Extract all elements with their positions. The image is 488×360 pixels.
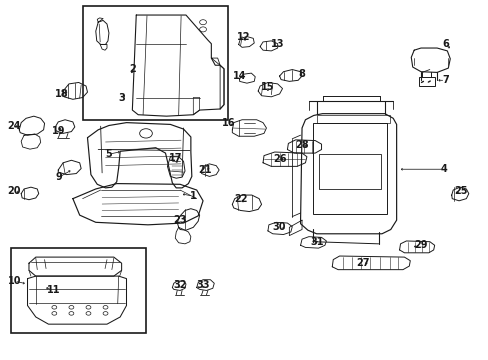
Text: 10: 10 [8,276,21,286]
Text: 11: 11 [46,285,60,296]
Text: 8: 8 [298,69,305,79]
Text: 3: 3 [118,93,125,103]
Text: 33: 33 [196,280,209,290]
Text: 5: 5 [105,149,112,159]
Text: 15: 15 [261,82,274,92]
Text: 9: 9 [56,172,62,182]
Text: 6: 6 [441,39,448,49]
Bar [82,6,227,120]
Text: 25: 25 [454,186,468,197]
Text: 13: 13 [270,40,284,49]
Text: 29: 29 [413,240,427,250]
Text: 19: 19 [51,126,65,135]
Text: 2: 2 [129,64,136,74]
Text: 21: 21 [197,165,211,175]
Text: 18: 18 [55,89,68,99]
Text: 16: 16 [222,118,235,128]
Text: 22: 22 [233,194,247,204]
Text: 31: 31 [309,237,323,247]
Text: 20: 20 [8,186,21,196]
Text: 4: 4 [440,164,447,174]
Bar [316,116,389,123]
Text: 30: 30 [272,222,286,232]
Text: 1: 1 [189,191,196,201]
Text: 23: 23 [173,215,186,225]
Text: 14: 14 [232,71,246,81]
Text: 7: 7 [441,75,448,85]
Text: 26: 26 [272,154,286,164]
Text: 32: 32 [173,280,186,290]
Text: 12: 12 [236,32,250,42]
Text: 17: 17 [168,153,182,163]
Bar [418,77,434,86]
Bar [318,154,380,189]
Text: 24: 24 [8,121,21,131]
Text: 27: 27 [355,258,368,268]
Bar [11,248,145,333]
Bar [312,123,386,214]
Text: 28: 28 [295,140,308,150]
